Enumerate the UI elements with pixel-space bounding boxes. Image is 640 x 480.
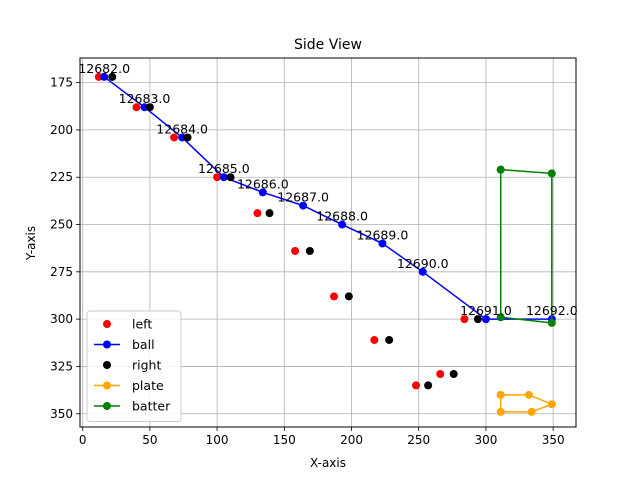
series-left-point <box>370 335 379 344</box>
x-tick-label: 50 <box>142 433 157 447</box>
x-tick-label: 350 <box>542 433 565 447</box>
legend-item-left: left <box>103 317 152 332</box>
frame-label: 12689.0 <box>357 227 409 242</box>
y-tick-label: 300 <box>50 312 73 326</box>
legend-marker <box>103 361 111 369</box>
series-ball-point <box>481 315 490 324</box>
frame-label: 12684.0 <box>156 121 208 136</box>
series-batter-point <box>547 169 556 178</box>
y-tick-label: 200 <box>50 123 73 137</box>
x-tick-label: 100 <box>206 433 229 447</box>
frame-label: 12686.0 <box>237 176 289 191</box>
series-right-point <box>344 292 353 301</box>
series-right-point <box>145 103 154 112</box>
legend-label: ball <box>132 337 155 352</box>
series-ball-point <box>219 173 228 182</box>
legend-label: batter <box>132 399 171 414</box>
series-left-point <box>330 292 339 301</box>
series-plate-point <box>496 390 505 399</box>
y-axis-label: Y-axis <box>24 226 38 261</box>
series-right-point <box>449 370 458 379</box>
series-right-point <box>385 335 394 344</box>
series-left-point <box>170 133 179 142</box>
series-left-point <box>253 209 262 218</box>
series-ball-point <box>299 201 308 210</box>
legend-item-right: right <box>103 358 161 373</box>
legend-marker <box>103 340 111 349</box>
series-plate-point <box>524 390 533 399</box>
series-ball-point <box>100 72 109 81</box>
series-right-point <box>108 72 117 81</box>
legend-box <box>86 310 182 422</box>
axes-frame <box>79 57 577 428</box>
axis-ticks: 0 50 100 150 200 250 300 350 175 200 225 250 275 300 3… <box>50 76 565 447</box>
x-tick-label: 250 <box>407 433 430 447</box>
series-ball-point <box>378 239 387 248</box>
legend-marker <box>103 402 111 410</box>
x-axis-label: X-axis <box>310 456 346 470</box>
plot-area <box>94 72 556 416</box>
y-tick-label: 325 <box>50 359 73 373</box>
legend: left ball right plate batter <box>86 310 182 422</box>
frame-label: 12690.0 <box>397 256 449 271</box>
series-left-point <box>132 103 141 112</box>
series-right-point <box>473 315 482 324</box>
series-left-point <box>436 370 445 379</box>
legend-label: plate <box>132 378 164 393</box>
y-tick-label: 350 <box>50 407 73 421</box>
x-tick-label: 0 <box>79 433 87 447</box>
x-tick-label: 200 <box>340 433 363 447</box>
frame-label: 12683.0 <box>119 91 171 106</box>
series-left-point <box>213 173 222 182</box>
series-right <box>108 72 482 390</box>
series-right-point <box>226 173 235 182</box>
series-ball <box>100 72 556 324</box>
series-ball-point <box>418 267 427 276</box>
frame-label: 12691.0 <box>460 303 512 318</box>
x-tick-label: 150 <box>273 433 296 447</box>
series-plate <box>496 390 556 416</box>
frame-label: 12687.0 <box>277 190 329 205</box>
series-right-point <box>305 247 314 256</box>
y-tick-label: 225 <box>50 170 73 184</box>
grid <box>80 58 576 427</box>
legend-item-batter: batter <box>94 399 171 414</box>
frame-label: 12688.0 <box>316 209 368 224</box>
frame-label: 12692.0 <box>526 303 578 318</box>
series-batter-point <box>496 313 505 322</box>
legend-marker <box>103 381 111 390</box>
series-ball-point <box>338 220 347 229</box>
series-plate-point <box>527 407 536 416</box>
series-batter-point <box>547 318 556 327</box>
series-plate-point <box>547 400 556 409</box>
series-plate-point <box>496 407 505 416</box>
series-right-point <box>424 381 433 390</box>
series-batter <box>496 165 556 327</box>
y-tick-label: 275 <box>50 265 73 279</box>
legend-item-ball: ball <box>94 337 155 352</box>
chart-title: Side View <box>294 37 362 53</box>
legend-label: right <box>132 358 161 373</box>
frame-label: 12682.0 <box>78 61 130 76</box>
series-left-point <box>460 315 469 324</box>
series-right-point <box>183 133 192 142</box>
series-left-point <box>412 381 421 390</box>
legend-label: left <box>132 317 152 332</box>
series-ball-point <box>258 188 267 197</box>
y-tick-label: 250 <box>50 218 73 232</box>
x-tick-label: 300 <box>474 433 497 447</box>
series-right-point <box>265 209 274 218</box>
frame-annotations: 12682.0 12683.0 12684.0 12685.012686.012687… <box>78 61 577 318</box>
legend-item-plate: plate <box>94 378 164 393</box>
series-left-point <box>291 247 300 256</box>
frame-label: 12685.0 <box>198 161 250 176</box>
series-batter-point <box>496 165 505 174</box>
legend-marker <box>103 320 111 328</box>
y-tick-label: 175 <box>50 76 73 90</box>
